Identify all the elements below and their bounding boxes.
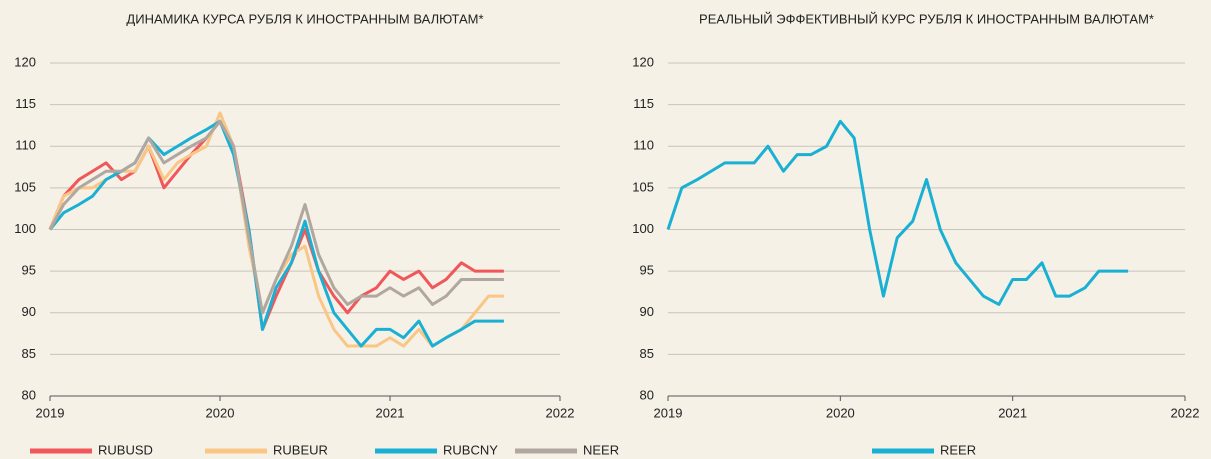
y-tick-label: 90 — [22, 304, 36, 319]
x-tick-label: 2021 — [998, 405, 1027, 420]
y-tick-label: 100 — [14, 221, 36, 236]
x-tick-label: 2022 — [546, 405, 575, 420]
series-line — [48, 119, 504, 315]
y-tick-label: 110 — [15, 138, 36, 153]
series-line — [48, 119, 504, 331]
legend-label: RUBCNY — [443, 442, 498, 457]
x-tick-label: 2022 — [1171, 405, 1200, 420]
legend-label: NEER — [583, 442, 619, 457]
legend-label: RUBEUR — [273, 442, 328, 457]
x-tick-label: 2019 — [654, 405, 683, 420]
series-line — [666, 119, 1129, 306]
legend-label: RUBUSD — [98, 442, 153, 457]
y-tick-label: 110 — [633, 138, 654, 153]
x-tick-label: 2021 — [376, 405, 405, 420]
y-tick-label: 95 — [640, 263, 654, 278]
y-tick-label: 90 — [640, 304, 654, 319]
x-tick-label: 2020 — [206, 405, 235, 420]
x-tick-label: 2019 — [36, 405, 65, 420]
y-tick-label: 100 — [632, 221, 654, 236]
y-tick-label: 115 — [633, 96, 654, 111]
y-tick-label: 80 — [22, 387, 36, 402]
y-tick-label: 120 — [632, 54, 654, 69]
y-tick-label: 115 — [15, 96, 36, 111]
y-tick-label: 85 — [640, 346, 654, 361]
y-tick-label: 105 — [632, 179, 654, 194]
y-tick-label: 85 — [22, 346, 36, 361]
y-tick-label: 95 — [22, 263, 36, 278]
y-tick-label: 105 — [14, 179, 36, 194]
chart-title: РЕАЛЬНЫЙ ЭФФЕКТИВНЫЙ КУРС РУБЛЯ К ИНОСТР… — [699, 11, 1154, 26]
y-tick-label: 80 — [640, 387, 654, 402]
chart-title: ДИНАМИКА КУРСА РУБЛЯ К ИНОСТРАННЫМ ВАЛЮТ… — [126, 11, 483, 26]
y-tick-label: 120 — [14, 54, 36, 69]
x-tick-label: 2020 — [826, 405, 855, 420]
legend-label: REER — [940, 442, 976, 457]
